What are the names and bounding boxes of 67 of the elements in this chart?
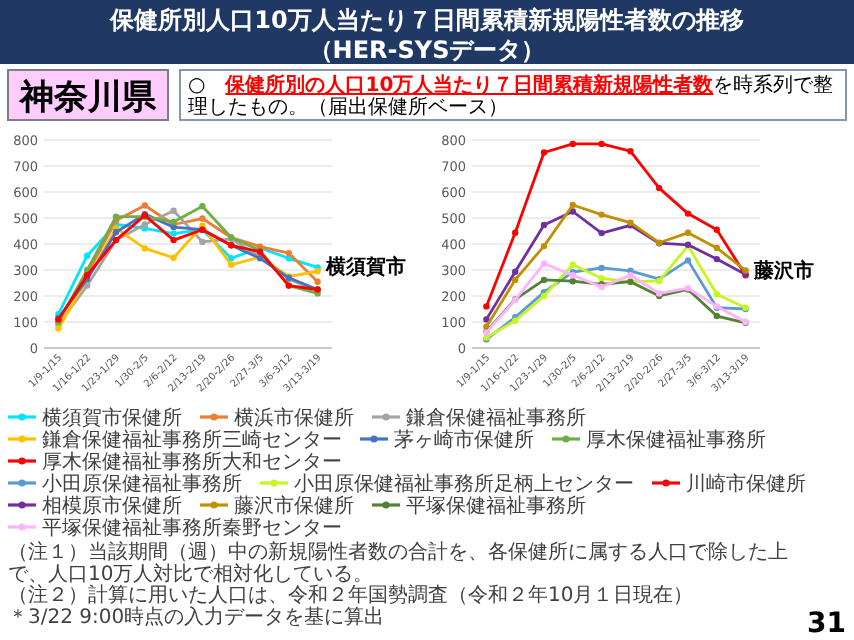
point [598,229,605,237]
legend-label: 鎌倉保健福祉事務所三崎センター [42,428,342,452]
legend-label: 鎌倉保健福祉事務所 [406,406,586,430]
text: ＊3/22 9:00時点の入力データを基に算出 [8,604,385,629]
legend-label: 横須賀市保健所 [42,406,182,430]
text: ○ 保健所別の人口10万人当たり７日間累積新規陽性者数を時系列で整理したもの。（届出保健所ベース） [188,75,834,119]
point [598,211,605,218]
point [713,244,720,252]
point [540,149,548,156]
annotation: 横須賀市 [323,255,406,280]
point [512,268,519,276]
point [199,215,206,222]
point [684,257,692,264]
annotation: 藤沢市 [751,258,814,283]
point [684,229,692,237]
point [627,147,634,155]
point [540,221,548,229]
point [684,210,692,217]
point [141,245,148,252]
point [84,252,91,259]
legend-label: 相模原市保健所 [42,494,182,518]
legend-label: 小田原保健福祉事務所 [42,472,242,496]
point [512,276,519,284]
point [713,255,720,263]
point [569,201,576,209]
point [540,276,548,284]
point [569,277,576,285]
point [713,290,720,298]
legend-label: 川崎市保健所 [686,472,806,496]
legend-label: 藤沢市保健所 [234,494,354,518]
text: 保健所別人口10万人当たり７日間累積新規陽性者数の推移（HER-SYSデータ） [108,6,744,64]
point [540,242,548,250]
point [569,140,576,148]
point [285,249,292,257]
text: 31 [807,608,846,640]
point [713,312,720,320]
point [598,275,605,282]
point [228,255,235,262]
point [170,207,177,214]
point [314,278,321,285]
point [141,202,148,209]
text: 神奈川県 [18,78,158,118]
line-series [483,242,749,341]
point [713,226,720,233]
text: （注２）計算に用いた人口は、令和２年国勢調査（令和２年10月１日現在） [8,583,694,608]
point [228,261,235,268]
point [627,272,634,279]
point [540,260,548,267]
legend-label: 横浜市保健所 [234,406,354,430]
point [512,229,519,237]
legend-label: 厚木保健福祉事務所 [586,428,766,452]
point [569,261,576,268]
point [199,238,206,246]
point [170,236,177,244]
point [170,254,177,261]
point [598,140,605,148]
point [483,303,490,310]
point [598,264,605,272]
text: （注１）当該期間（週）中の新規陽性者数の合計を、各保健所に属する人口で除した上で、人口10万人対比で相対化している。 [8,540,788,586]
legend-label: 平塚保健福祉事務所秦野センター [42,516,342,540]
point [199,203,206,210]
legend-label: 小田原保健福祉事務所足柄上センター [294,472,634,496]
legend-label: 厚木保健福祉事務所大和センター [42,450,342,474]
legend-label: 茅ヶ崎市保健所 [394,428,534,452]
point [656,184,663,192]
point [170,230,177,237]
legend-label: 平塚保健福祉事務所 [406,494,586,518]
